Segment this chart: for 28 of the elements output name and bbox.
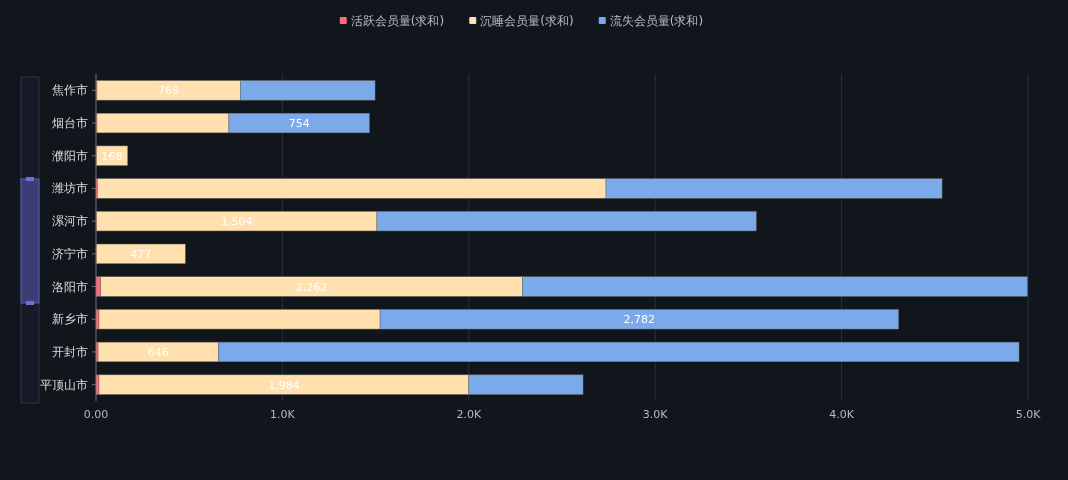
data-label: 1,504	[220, 215, 253, 229]
y-tick-label: 濮阳市	[52, 148, 88, 163]
data-label: 2,262	[295, 280, 328, 294]
data-label: 1,984	[268, 378, 300, 392]
data-label: 769	[158, 84, 180, 98]
legend-label: 流失会员量(求和)	[609, 14, 704, 28]
y-tick-label: 洛阳市	[52, 279, 88, 294]
data-label: 754	[288, 117, 310, 131]
x-tick-label: 4.0K	[829, 408, 855, 421]
x-tick-label: 0.00	[83, 408, 109, 421]
y-tick-label: 济宁市	[52, 246, 88, 261]
legend-label: 活跃会员量(求和)	[350, 14, 445, 28]
y-tick-label: 漯河市	[52, 214, 88, 229]
y-tick-label: 烟台市	[52, 116, 88, 131]
legend-label: 沉睡会员量(求和)	[480, 14, 574, 28]
y-tick-label: 开封市	[52, 344, 88, 359]
data-label: 168	[101, 149, 123, 163]
x-tick-label: 1.0K	[270, 408, 296, 421]
y-tick-label: 平顶山市	[40, 377, 88, 392]
y-tick-label: 焦作市	[52, 83, 88, 98]
x-tick-label: 3.0K	[642, 408, 669, 421]
y-tick-label: 潍坊市	[52, 181, 88, 196]
x-tick-label: 5.0K	[1015, 408, 1042, 421]
y-tick-label: 新乡市	[52, 312, 88, 327]
data-label: 646	[147, 345, 169, 359]
data-label: 2,782	[623, 313, 656, 327]
x-tick-label: 2.0K	[456, 408, 482, 421]
data-label: 477	[130, 247, 152, 261]
